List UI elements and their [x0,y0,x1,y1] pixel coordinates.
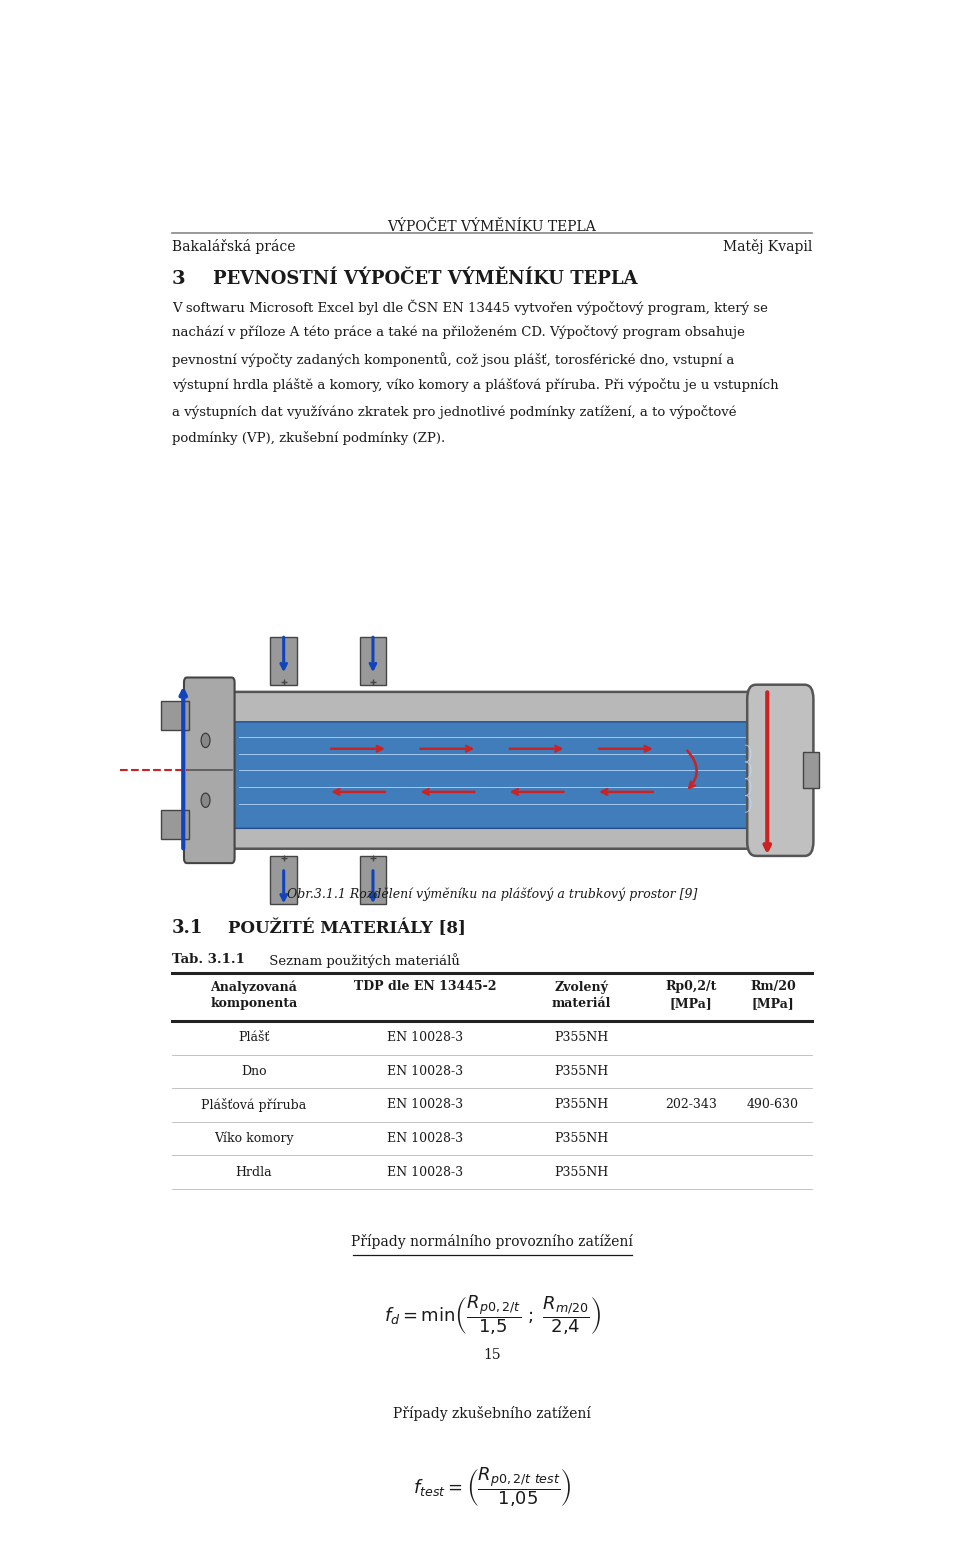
Bar [360,855,386,903]
Text: P355NH: P355NH [554,1132,609,1144]
Text: 490-630: 490-630 [747,1098,799,1112]
Text: EN 10028-3: EN 10028-3 [387,1098,463,1112]
Text: 3: 3 [172,271,185,288]
Text: Seznam použitých materiálů: Seznam použitých materiálů [265,953,460,967]
FancyBboxPatch shape [212,692,802,849]
Text: Případy zkušebního zatížení: Případy zkušebního zatížení [393,1406,591,1421]
Bar [271,855,297,903]
Bar [360,638,386,684]
FancyBboxPatch shape [233,722,755,829]
Circle shape [201,793,210,807]
Text: POUŽITÉ MATERIÁLY [8]: POUŽITÉ MATERIÁLY [8] [228,919,466,936]
Text: Dno: Dno [241,1065,267,1078]
Text: P355NH: P355NH [554,1166,609,1179]
Text: materiál: materiál [552,997,611,1011]
Text: Obr.3.1.1 Rozdělení výměníku na plášťový a trubkový prostor [9]: Obr.3.1.1 Rozdělení výměníku na plášťový… [287,886,697,900]
Text: EN 10028-3: EN 10028-3 [387,1031,463,1045]
Text: výstupní hrdla pláště a komory, víko komory a plášťová příruba. Při výpočtu je u: výstupní hrdla pláště a komory, víko kom… [172,378,779,392]
Text: Plášťová příruba: Plášťová příruba [202,1098,306,1112]
Text: Zvolený: Zvolený [554,981,609,994]
Bar [161,810,189,840]
Text: EN 10028-3: EN 10028-3 [387,1166,463,1179]
Bar [271,638,297,684]
Text: Plášť: Plášť [238,1031,270,1045]
Text: V softwaru Microsoft Excel byl dle ČSN EN 13445 vytvořen výpočtový program, kter: V softwaru Microsoft Excel byl dle ČSN E… [172,299,768,314]
Text: TDP dle EN 13445-2: TDP dle EN 13445-2 [354,981,496,994]
Text: PEVNOSTNÍ VÝPOČET VÝMĚNÍKU TEPLA: PEVNOSTNÍ VÝPOČET VÝMĚNÍKU TEPLA [213,271,637,288]
Text: VÝPOČET VÝMĚNÍKU TEPLA: VÝPOČET VÝMĚNÍKU TEPLA [388,221,596,235]
Text: EN 10028-3: EN 10028-3 [387,1132,463,1144]
Text: podmínky (VP), zkušební podmínky (ZP).: podmínky (VP), zkušební podmínky (ZP). [172,431,445,445]
Bar [803,753,820,788]
Text: Analyzovaná: Analyzovaná [210,981,298,994]
Text: a výstupních dat využíváno zkratek pro jednotlivé podmínky zatížení, a to výpočt: a výstupních dat využíváno zkratek pro j… [172,404,736,418]
Text: komponenta: komponenta [210,997,298,1011]
Text: nachází v příloze A této práce a také na přiloženém CD. Výpočtový program obsahu: nachází v příloze A této práce a také na… [172,325,745,339]
Text: 15: 15 [483,1348,501,1362]
Text: Víko komory: Víko komory [214,1132,294,1144]
Text: Bakalářská práce: Bakalářská práce [172,239,296,255]
FancyBboxPatch shape [184,678,234,863]
Text: P355NH: P355NH [554,1065,609,1078]
Text: P355NH: P355NH [554,1098,609,1112]
Text: [MPa]: [MPa] [670,997,712,1011]
Text: Rp0,2/t: Rp0,2/t [665,981,717,994]
Text: $f_{test} = \left(\dfrac{R_{p0,2/t\ test}}{1{,}05}\right)$: $f_{test} = \left(\dfrac{R_{p0,2/t\ test… [413,1465,571,1508]
Text: EN 10028-3: EN 10028-3 [387,1065,463,1078]
Text: 3.1: 3.1 [172,919,204,938]
Text: [MPa]: [MPa] [752,997,794,1011]
Text: 202-343: 202-343 [665,1098,717,1112]
Text: Rm/20: Rm/20 [750,981,796,994]
Text: Tab. 3.1.1: Tab. 3.1.1 [172,953,245,966]
Circle shape [201,734,210,748]
FancyBboxPatch shape [747,684,813,855]
Text: Případy normálního provozního zatížení: Případy normálního provozního zatížení [351,1235,633,1249]
Text: Hrdla: Hrdla [235,1166,273,1179]
Bar [161,701,189,731]
Text: Matěj Kvapil: Matěj Kvapil [723,239,812,255]
Text: $f_d = \min\left(\dfrac{R_{p0,2/t}}{1{,}5}\ ;\ \dfrac{R_{m/20}}{2{,}4}\right)$: $f_d = \min\left(\dfrac{R_{p0,2/t}}{1{,}… [384,1294,600,1337]
Text: pevnostní výpočty zadaných komponentů, což jsou plášť, torosférické dno, vstupní: pevnostní výpočty zadaných komponentů, c… [172,351,734,367]
Text: P355NH: P355NH [554,1031,609,1045]
